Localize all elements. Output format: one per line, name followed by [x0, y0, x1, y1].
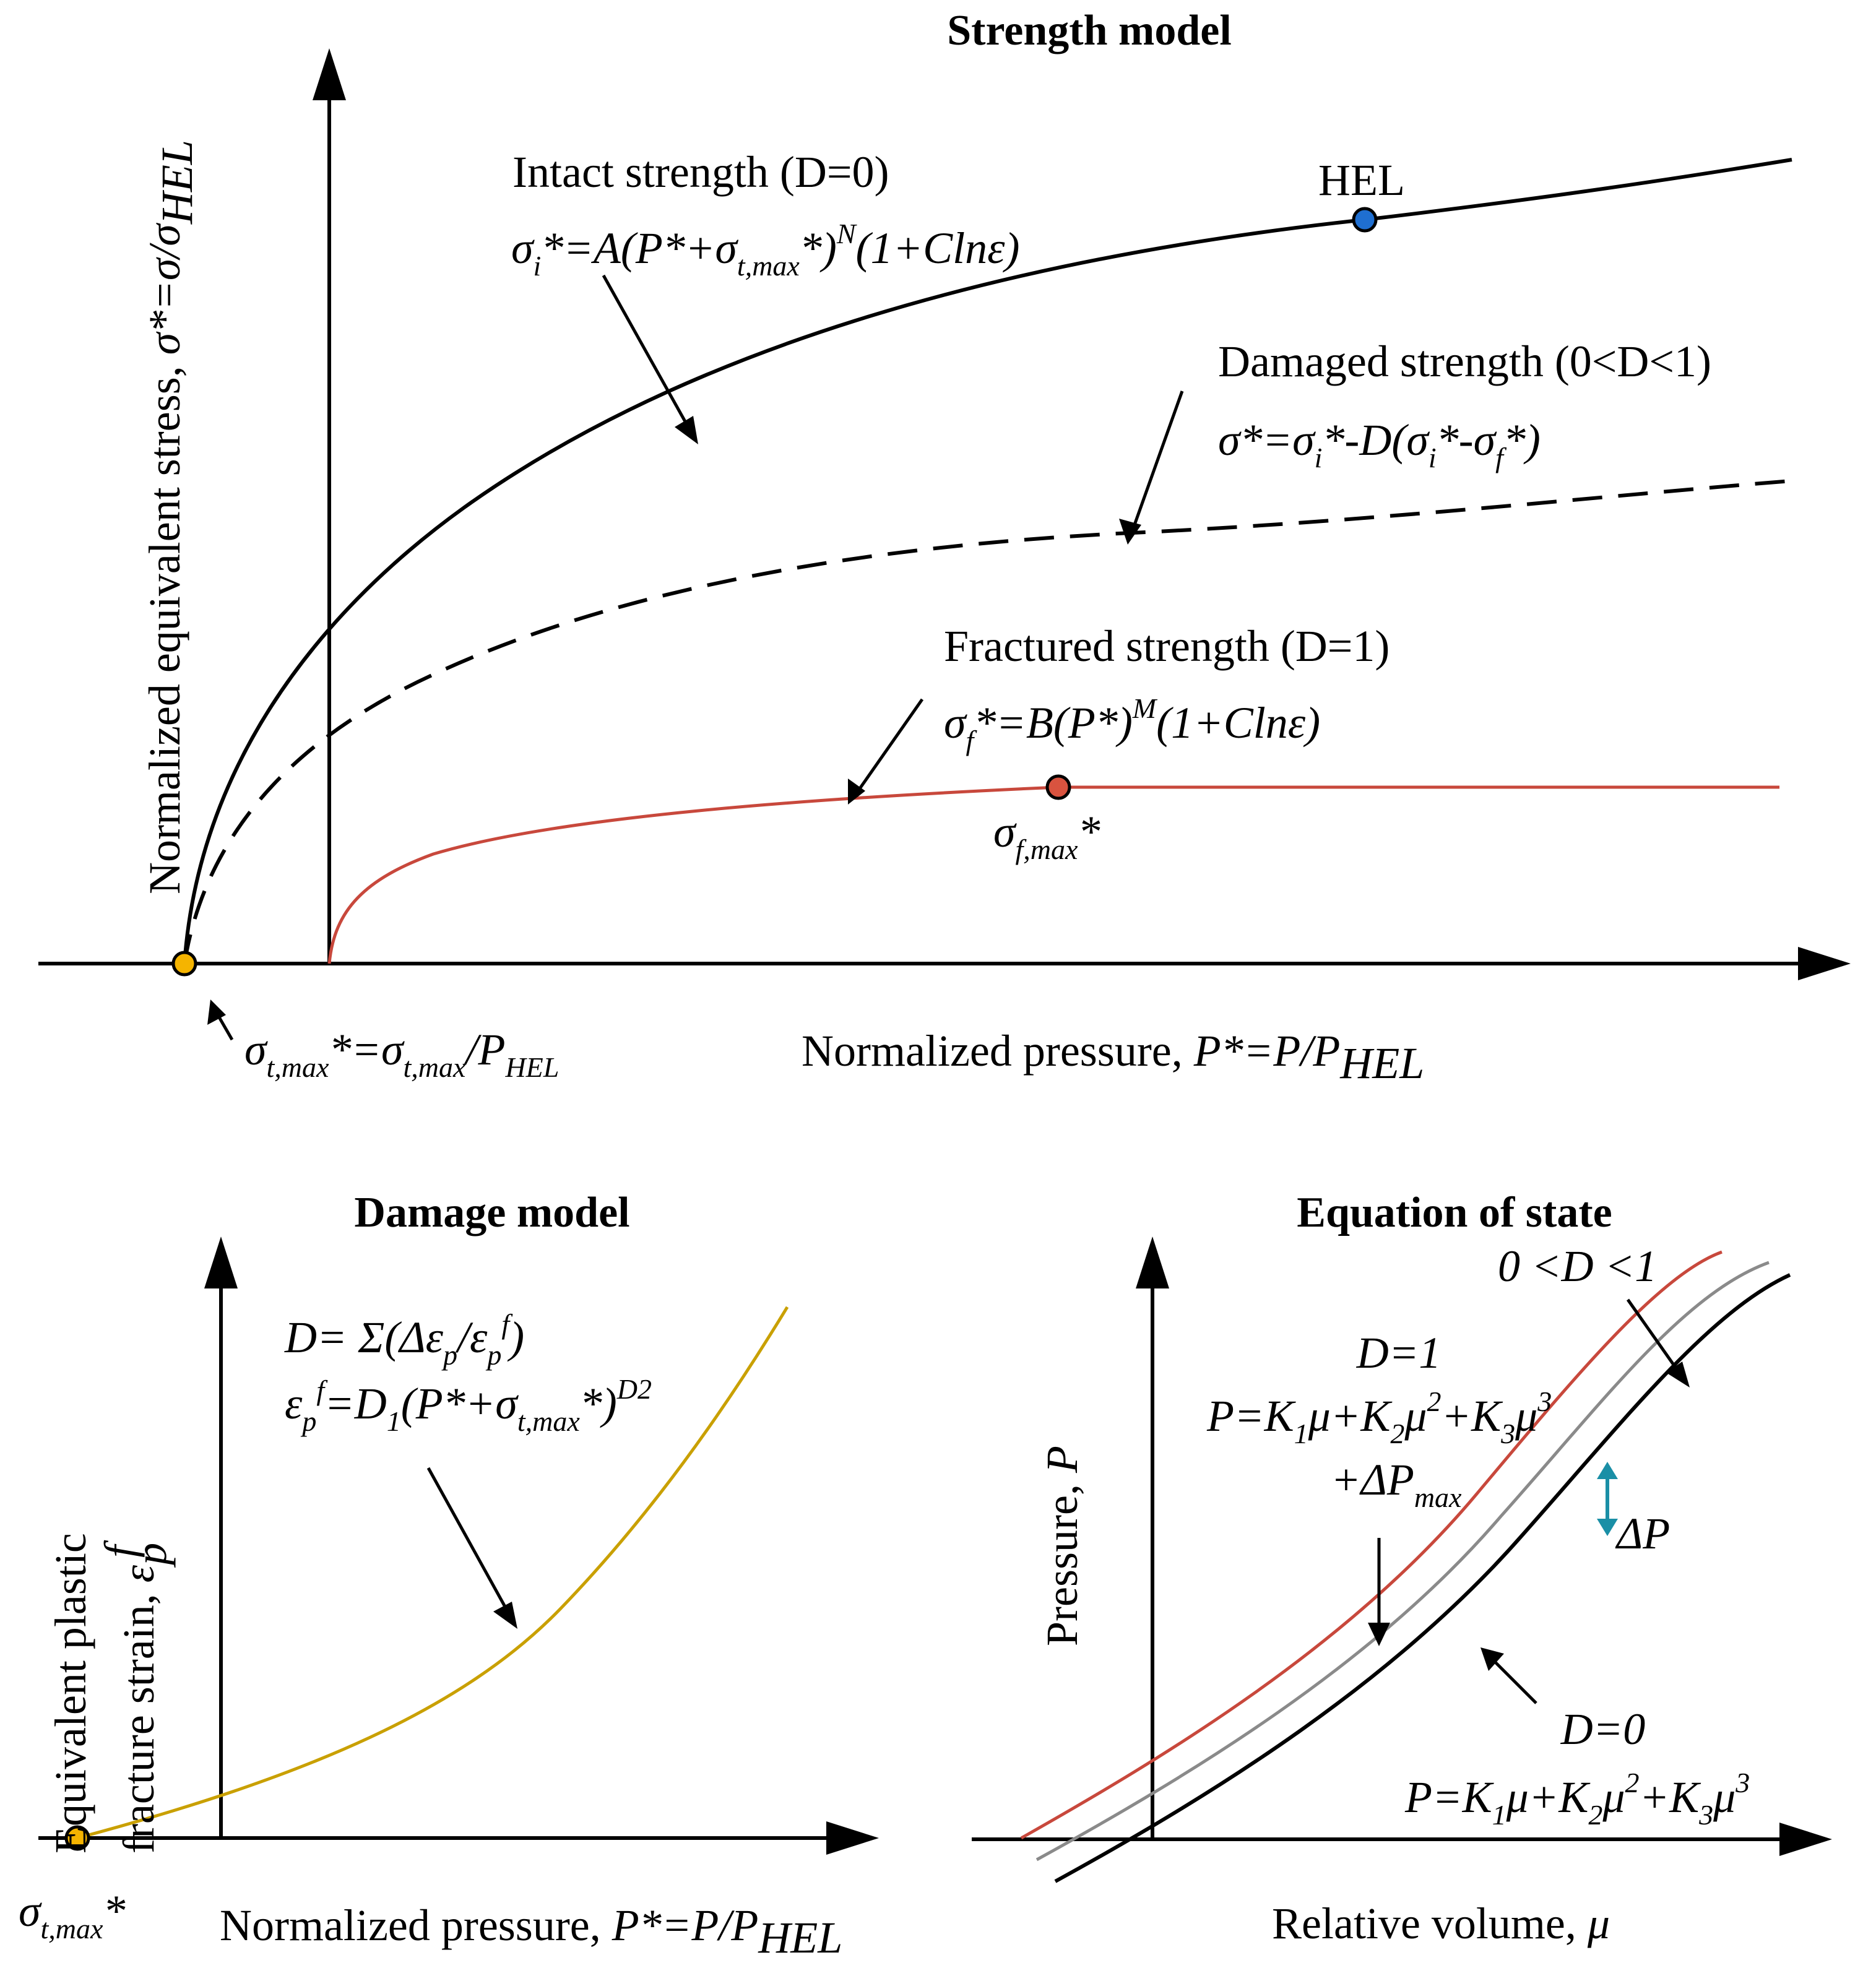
- eos-d1-equation-1: P=K1μ+K2μ2+K3μ3: [1206, 1386, 1552, 1449]
- eos-d1-equation-2: +ΔPmax: [1331, 1455, 1462, 1513]
- eos-x-axis-arrowhead: [1779, 1823, 1832, 1856]
- fractured-pointer-head: [848, 779, 865, 805]
- eos-intact-curve: [1054, 1273, 1791, 1883]
- fracture-strain-curve: [77, 1306, 789, 1840]
- fractured-strength-curve: [327, 785, 1779, 964]
- partial-pointer-arrow: [1626, 1298, 1685, 1380]
- delta-p-arrow-bottom: [1597, 1519, 1618, 1536]
- strength-panel: Strength model Intact strength (D=0) σi*…: [38, 7, 1851, 1088]
- eos-partial-curve: [1035, 1261, 1770, 1862]
- eos-y-axis-arrowhead: [1136, 1237, 1169, 1288]
- damage-equation-2: εpf=D1(P*+σt,max*)D2: [285, 1373, 652, 1437]
- damaged-strength-curve: [183, 479, 1792, 964]
- sigma-tmax-pointer-head: [207, 999, 226, 1025]
- damage-equation-1: D= Σ(Δεp/εpf): [284, 1308, 524, 1371]
- sigma-tmax-equation: σt,max*=σt,max/PHEL: [244, 1025, 559, 1083]
- damaged-pointer-arrow: [1130, 391, 1184, 534]
- eos-d0-label: D=0: [1560, 1704, 1646, 1754]
- d0-pointer-head: [1480, 1647, 1504, 1671]
- eos-fractured-curve: [1020, 1250, 1723, 1840]
- d0-pointer-arrow: [1487, 1654, 1537, 1704]
- d1-pointer-head: [1368, 1623, 1390, 1646]
- strength-y-axis-arrowhead: [313, 48, 346, 100]
- fractured-label: Fractured strength (D=1): [944, 621, 1390, 671]
- strength-title: Strength model: [947, 7, 1232, 54]
- damage-x-label: Normalized pressure, P*=P/PHEL: [220, 1901, 842, 1962]
- strength-x-axis-arrowhead: [1798, 947, 1851, 980]
- intact-label: Intact strength (D=0): [512, 147, 889, 197]
- strength-y-label: Normalized equivalent stress, σ*=σ/σHEL: [140, 140, 202, 894]
- intact-equation: σi*=A(P*+σt,max*)N(1+Clnε): [511, 218, 1019, 282]
- damage-y-label-line2: fracture strain, εpf: [95, 1540, 176, 1854]
- eos-d0-equation: P=K1μ+K2μ2+K3μ3: [1404, 1767, 1750, 1831]
- damage-pointer-arrow: [426, 1467, 514, 1621]
- sigma-tmax-point: [171, 951, 197, 977]
- intact-pointer-head: [675, 416, 698, 444]
- damage-y-label-line1: Equivalent plastic: [46, 1533, 95, 1854]
- damage-panel: Damage model D= Σ(Δεp/εpf) εpf=D1(P*+σt,…: [19, 1189, 879, 1962]
- eos-d1-label: D=1: [1356, 1328, 1442, 1378]
- damaged-pointer-head: [1119, 519, 1141, 545]
- damaged-label: Damaged strength (0<D<1): [1218, 337, 1711, 386]
- intact-strength-curve: [183, 158, 1792, 964]
- eos-y-label: Pressure, P: [1037, 1446, 1087, 1646]
- damage-sigma-tmax-label: σt,max*: [19, 1886, 125, 1944]
- delta-p-arrow-top: [1597, 1462, 1618, 1479]
- damaged-equation: σ*=σi*-D(σi*-σf*): [1218, 415, 1541, 473]
- damage-pointer-head: [493, 1602, 517, 1629]
- damage-x-axis-arrowhead: [826, 1821, 879, 1855]
- damage-title: Damage model: [354, 1189, 629, 1237]
- hel-label: HEL: [1318, 155, 1405, 205]
- hel-point: [1352, 207, 1378, 233]
- eos-delta-p-label: ΔP: [1615, 1509, 1670, 1558]
- sigma-fmax-point: [1045, 774, 1071, 800]
- eos-x-label: Relative volume, μ: [1272, 1899, 1610, 1948]
- eos-partial-label: 0 <D <1: [1498, 1241, 1657, 1291]
- eos-title: Equation of state: [1297, 1189, 1612, 1237]
- strength-x-label: Normalized pressure, P*=P/PHEL: [802, 1026, 1424, 1088]
- intact-pointer-arrow: [602, 274, 696, 439]
- fractured-pointer-arrow: [851, 698, 924, 800]
- damage-y-axis-arrowhead: [204, 1237, 238, 1288]
- sigma-fmax-label: σf,max*: [993, 807, 1100, 865]
- damage-sigma-tmax-point: [64, 1825, 90, 1851]
- eos-panel: Equation of state 0 <D <1 D=1 P=K1μ+K2μ2…: [972, 1189, 1832, 1948]
- partial-pointer-head: [1666, 1362, 1690, 1388]
- fractured-equation: σf*=B(P*)M(1+Clnε): [944, 693, 1320, 756]
